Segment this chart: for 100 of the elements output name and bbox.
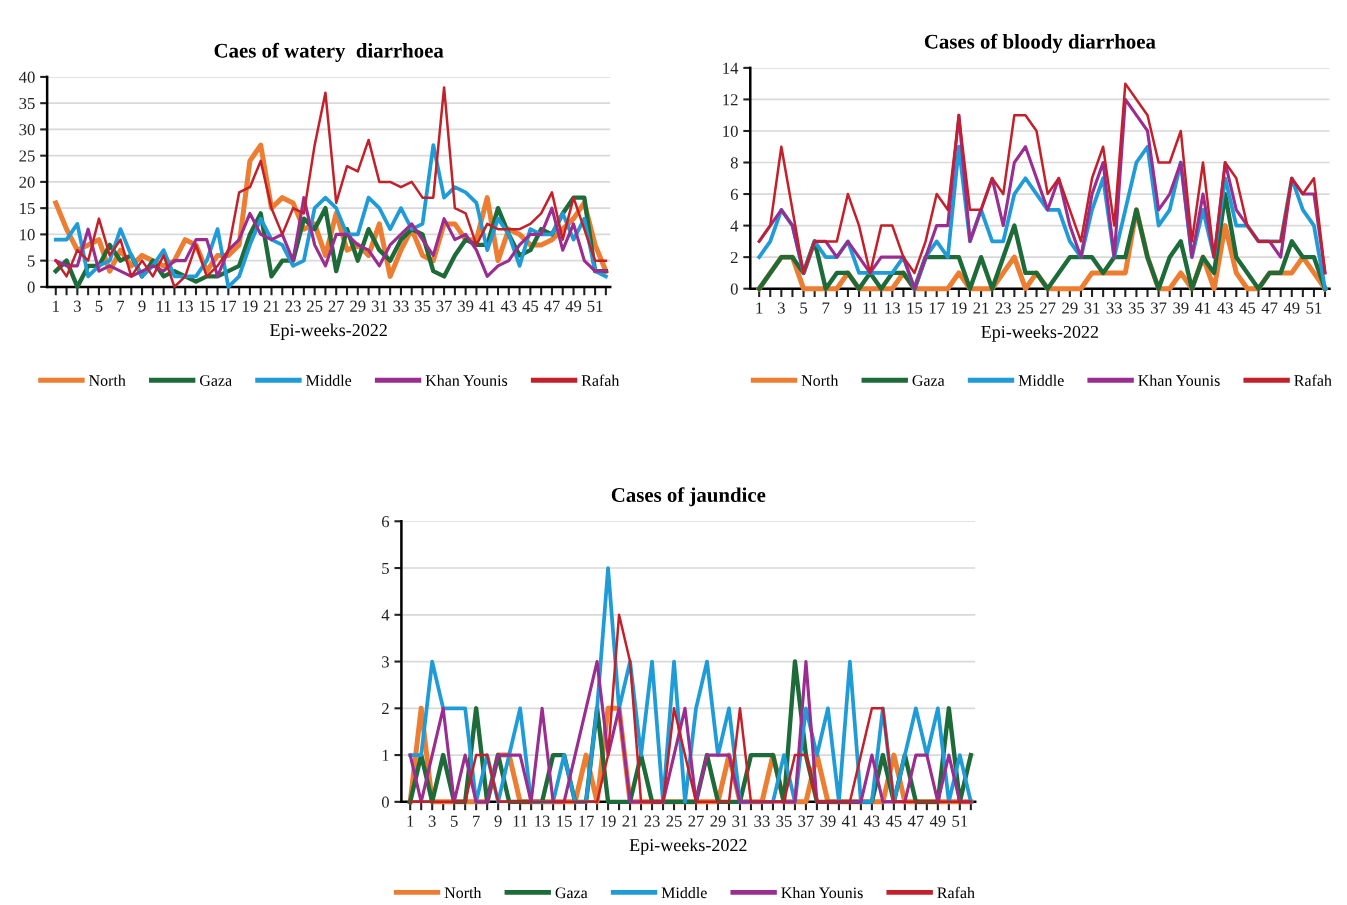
x-tick-label: 33 <box>1106 302 1122 314</box>
x-axis-title: Epi-weeks-2022 <box>981 325 1099 342</box>
y-tick-label: 4 <box>381 609 390 621</box>
x-tick-label: 13 <box>535 815 550 827</box>
y-tick-label: 10 <box>723 125 738 137</box>
x-tick-label: 19 <box>601 815 616 827</box>
legend-label: Rafah <box>1294 374 1332 386</box>
legend-label: Gaza <box>555 887 588 899</box>
x-tick-label: 19 <box>952 302 967 314</box>
x-tick-label: 35 <box>1128 302 1145 314</box>
x-tick-label: 37 <box>1151 302 1167 314</box>
y-tick-label: 35 <box>19 97 35 110</box>
x-tick-label: 25 <box>307 300 323 312</box>
legend-label: Middle <box>661 886 707 899</box>
x-tick-label: 7 <box>473 815 480 827</box>
x-tick-label: 3 <box>428 815 436 827</box>
y-tick-label: 6 <box>730 188 738 200</box>
y-tick-label: 3 <box>382 656 389 668</box>
x-tick-label: 15 <box>199 300 215 312</box>
x-tick-label: 51 <box>1306 302 1322 314</box>
x-tick-label: 9 <box>844 302 852 314</box>
x-axis-title: Epi-weeks-2022 <box>270 323 387 340</box>
y-tick-label: 0 <box>730 283 738 295</box>
line-series <box>756 191 1328 291</box>
y-tick-label: 10 <box>20 229 35 241</box>
legend-label: North <box>801 374 839 386</box>
x-tick-label: 49 <box>929 815 946 827</box>
legend-label: Middle <box>306 374 352 386</box>
x-tick-label: 37 <box>798 815 814 827</box>
x-tick-label: 45 <box>522 300 539 312</box>
x-tick-label: 31 <box>1084 302 1100 314</box>
x-tick-label: 37 <box>436 300 452 312</box>
line-series <box>408 613 973 804</box>
y-tick-label: 5 <box>27 255 35 267</box>
x-tick-label: 11 <box>513 815 528 827</box>
x-tick-label: 39 <box>458 300 474 312</box>
x-tick-label: 15 <box>557 815 572 827</box>
x-tick-label: 33 <box>754 815 770 827</box>
legend-label: Rafah <box>937 886 975 899</box>
x-tick-label: 33 <box>393 300 409 312</box>
x-tick-label: 15 <box>907 302 923 314</box>
x-tick-label: 45 <box>1239 302 1256 314</box>
y-tick-label: 12 <box>723 94 738 106</box>
y-tick-label: 30 <box>19 124 35 136</box>
x-tick-label: 23 <box>285 300 301 312</box>
x-tick-label: 47 <box>543 300 560 312</box>
x-tick-label: 29 <box>350 300 366 312</box>
x-tick-label: 41 <box>1194 302 1211 314</box>
y-tick-label: 2 <box>382 703 389 715</box>
x-tick-label: 9 <box>494 815 502 827</box>
legend-label: Gaza <box>199 375 232 386</box>
x-tick-label: 31 <box>371 300 387 312</box>
x-tick-label: 5 <box>450 815 458 827</box>
legend-label: Middle <box>1018 374 1064 386</box>
legend-label: Rafah <box>581 374 620 386</box>
x-tick-label: 21 <box>622 815 638 827</box>
x-tick-label: 27 <box>1040 302 1056 314</box>
x-tick-label: 41 <box>841 815 858 827</box>
x-tick-label: 49 <box>565 300 582 312</box>
y-tick-label: 0 <box>381 796 389 808</box>
x-tick-label: 19 <box>243 300 258 312</box>
legend-label: North <box>89 374 126 386</box>
x-tick-label: 11 <box>157 300 171 312</box>
legend-label: Khan Younis <box>1138 374 1220 386</box>
chart-title: Cases of bloody diarrhoea <box>924 33 1156 53</box>
x-tick-label: 29 <box>1062 302 1078 314</box>
x-tick-label: 9 <box>138 300 146 312</box>
x-tick-label: 23 <box>995 302 1011 314</box>
x-tick-label: 47 <box>1261 302 1278 314</box>
x-tick-label: 49 <box>1283 302 1300 314</box>
legend-label: Khan Younis <box>781 886 863 899</box>
x-tick-label: 27 <box>688 815 704 827</box>
line-series <box>54 86 608 289</box>
x-axis-title: Epi-weeks-2022 <box>629 838 747 855</box>
y-tick-label: 40 <box>19 71 35 83</box>
y-tick-label: 1 <box>382 749 389 761</box>
legend-label: Gaza <box>912 375 945 386</box>
x-tick-label: 27 <box>328 300 345 312</box>
y-tick-label: 2 <box>730 251 738 263</box>
x-tick-label: 1 <box>53 300 59 312</box>
y-tick-label: 14 <box>723 62 739 74</box>
x-tick-label: 39 <box>820 815 836 827</box>
x-tick-label: 21 <box>973 302 989 314</box>
x-tick-label: 7 <box>117 300 125 312</box>
x-tick-label: 31 <box>732 815 748 827</box>
x-tick-label: 17 <box>221 300 237 312</box>
y-tick-label: 20 <box>19 176 35 188</box>
y-tick-label: 4 <box>730 220 739 232</box>
x-tick-label: 13 <box>885 302 900 314</box>
x-tick-label: 45 <box>885 815 902 827</box>
y-tick-label: 0 <box>27 281 35 293</box>
x-tick-label: 43 <box>863 815 880 827</box>
x-tick-label: 39 <box>1173 302 1189 314</box>
legend-label: North <box>444 886 482 899</box>
x-tick-label: 35 <box>776 815 792 827</box>
x-tick-label: 5 <box>95 300 103 312</box>
x-tick-label: 41 <box>479 300 495 312</box>
x-tick-label: 21 <box>263 300 279 312</box>
x-tick-label: 43 <box>1217 302 1233 314</box>
x-tick-label: 3 <box>777 302 785 314</box>
